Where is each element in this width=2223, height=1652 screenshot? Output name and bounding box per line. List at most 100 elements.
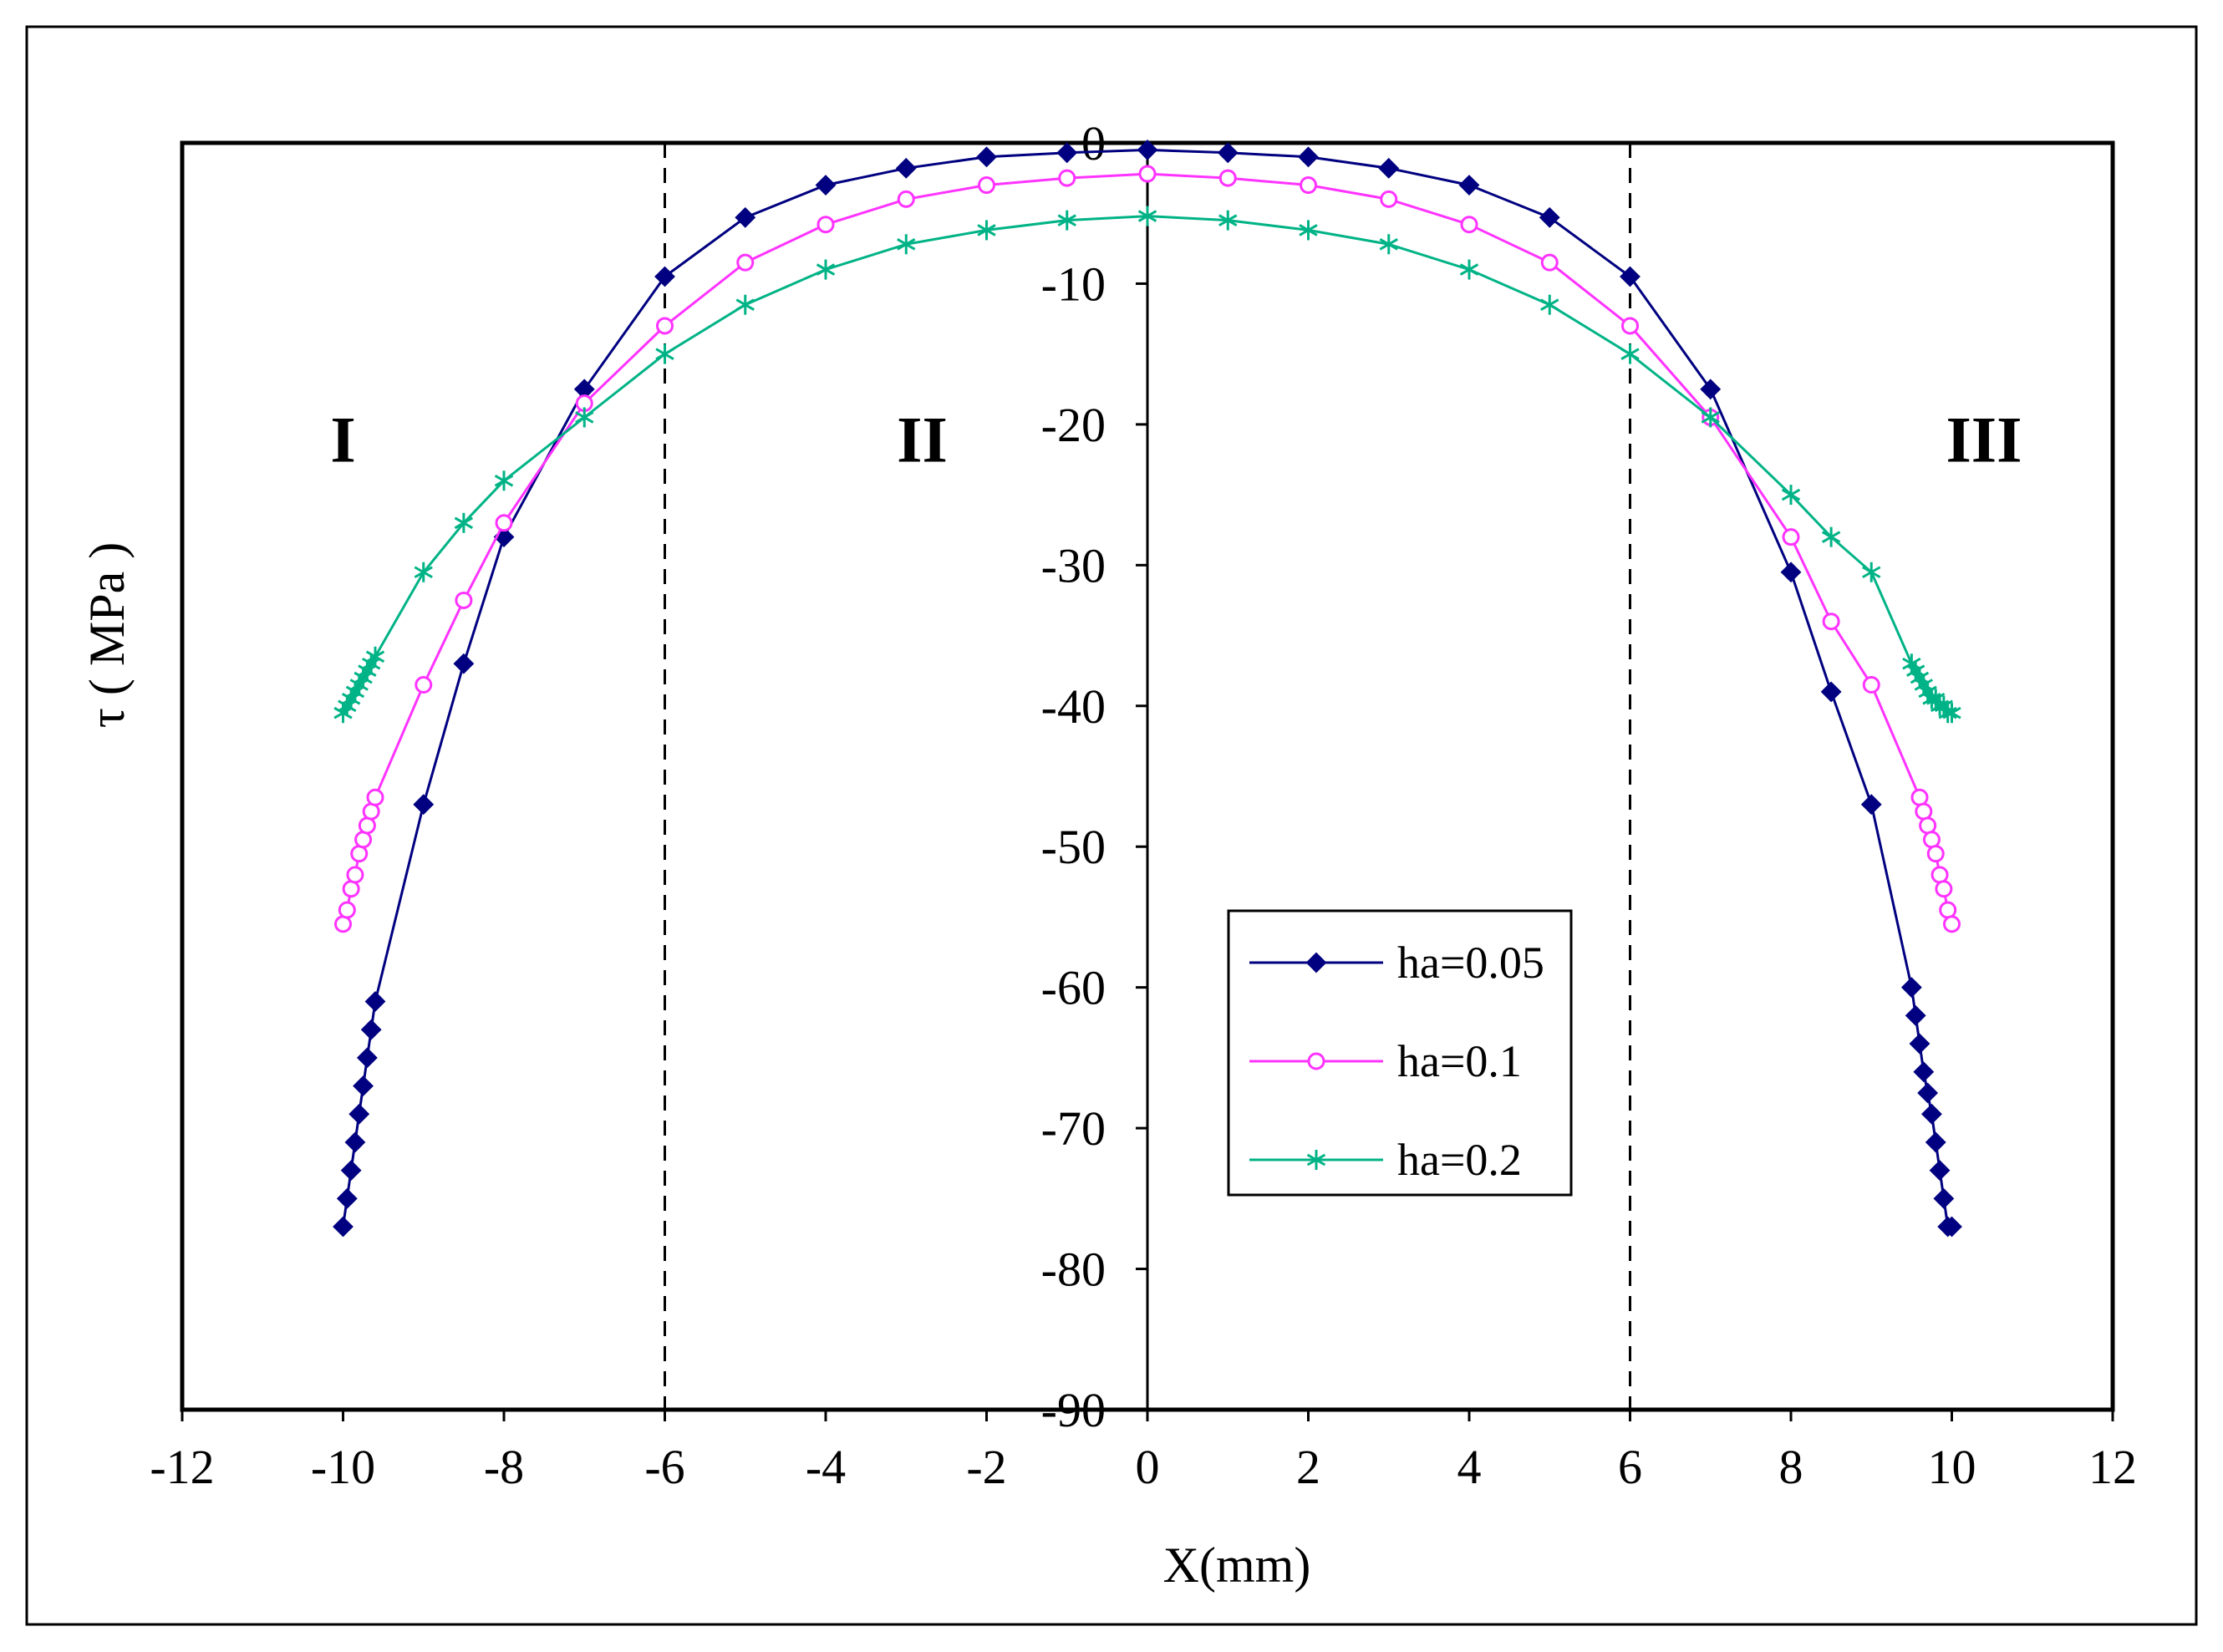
data-point	[1939, 901, 1957, 919]
data-point	[1909, 1033, 1930, 1055]
data-point	[1900, 977, 1922, 999]
data-point	[342, 880, 360, 898]
data-point	[333, 1216, 354, 1238]
x-tick-label: 0	[1136, 1440, 1160, 1494]
data-point	[338, 901, 356, 919]
data-point	[1458, 175, 1480, 196]
data-point	[736, 253, 755, 272]
data-point	[978, 176, 995, 195]
data-point	[1941, 1216, 1962, 1238]
data-point	[1919, 816, 1937, 835]
data-point	[654, 266, 675, 287]
data-point	[365, 646, 385, 667]
data-point	[1700, 379, 1722, 400]
data-point	[364, 991, 386, 1012]
y-tick-label: -30	[1041, 538, 1106, 592]
y-tick-label: -70	[1041, 1101, 1106, 1156]
data-point	[815, 175, 837, 196]
data-point	[1218, 210, 1238, 231]
data-point	[1380, 190, 1398, 208]
data-point	[1905, 1004, 1926, 1026]
legend-marker	[1306, 1150, 1326, 1170]
data-point	[1922, 831, 1941, 849]
data-point	[413, 794, 435, 816]
data-point	[336, 1187, 358, 1209]
y-tick-label: 0	[1081, 116, 1106, 170]
data-point	[1910, 668, 1930, 689]
data-point	[360, 1019, 382, 1040]
data-point	[1620, 266, 1641, 287]
data-point	[1701, 407, 1720, 428]
data-point	[735, 206, 756, 228]
data-point	[338, 695, 357, 716]
data-point	[976, 146, 997, 168]
data-point	[333, 703, 353, 724]
data-point	[362, 653, 381, 674]
data-point	[1218, 169, 1237, 187]
data-point	[1137, 140, 1158, 160]
region-label: I	[330, 404, 355, 476]
x-tick-label: -8	[484, 1440, 524, 1494]
data-point	[1929, 1160, 1951, 1182]
data-point	[341, 689, 361, 709]
data-point	[1540, 294, 1559, 315]
data-point	[1459, 259, 1479, 280]
data-point	[895, 157, 917, 179]
data-point	[1902, 653, 1921, 674]
data-point	[1058, 169, 1076, 187]
data-point	[356, 1047, 378, 1069]
data-point	[358, 660, 377, 681]
data-point	[358, 816, 376, 835]
x-tick-label: -10	[311, 1440, 375, 1494]
data-point	[1137, 206, 1157, 226]
data-point	[1299, 220, 1318, 241]
data-point	[1935, 880, 1953, 898]
data-point	[354, 668, 373, 689]
data-point	[334, 915, 352, 933]
legend-marker	[1307, 1052, 1325, 1070]
data-point	[1930, 866, 1949, 884]
data-point	[1918, 681, 1937, 702]
data-point	[1460, 216, 1478, 234]
data-point	[415, 676, 433, 694]
data-point	[1379, 234, 1398, 255]
x-tick-label: -4	[806, 1440, 846, 1494]
x-tick-label: 8	[1779, 1440, 1803, 1494]
data-point	[1821, 526, 1841, 547]
data-point	[1057, 210, 1076, 231]
data-point	[346, 866, 364, 884]
data-point	[1921, 1103, 1942, 1125]
data-point	[1943, 915, 1961, 933]
data-point	[1820, 681, 1842, 703]
data-point	[495, 514, 513, 532]
data-point	[494, 470, 514, 491]
data-point	[575, 407, 594, 428]
data-point	[1620, 343, 1640, 364]
data-point	[1300, 176, 1317, 195]
data-point	[453, 653, 475, 674]
data-point	[1540, 253, 1559, 272]
data-point	[345, 681, 365, 702]
y-axis-title: τ ( MPa )	[79, 542, 135, 728]
data-point	[816, 259, 836, 280]
legend-box	[1227, 909, 1573, 1197]
data-point	[1914, 674, 1933, 695]
region-label: II	[897, 404, 948, 476]
x-tick-label: -6	[644, 1440, 684, 1494]
data-point	[1780, 562, 1802, 583]
x-tick-label: 6	[1618, 1440, 1642, 1494]
data-point	[1934, 695, 1954, 716]
data-point	[897, 234, 916, 255]
data-point	[1298, 146, 1319, 168]
y-tick-label: -60	[1041, 961, 1106, 1015]
legend-label: ha=0.2	[1397, 1135, 1522, 1185]
data-point	[414, 562, 433, 582]
data-point	[348, 1103, 370, 1125]
legend-marker	[1305, 952, 1327, 973]
data-point	[1942, 703, 1961, 724]
data-point	[655, 343, 674, 364]
data-point	[816, 216, 835, 234]
data-point	[1217, 142, 1239, 164]
legend: ha=0.05 ha=0.1 ha=0.2	[1227, 909, 1573, 1197]
